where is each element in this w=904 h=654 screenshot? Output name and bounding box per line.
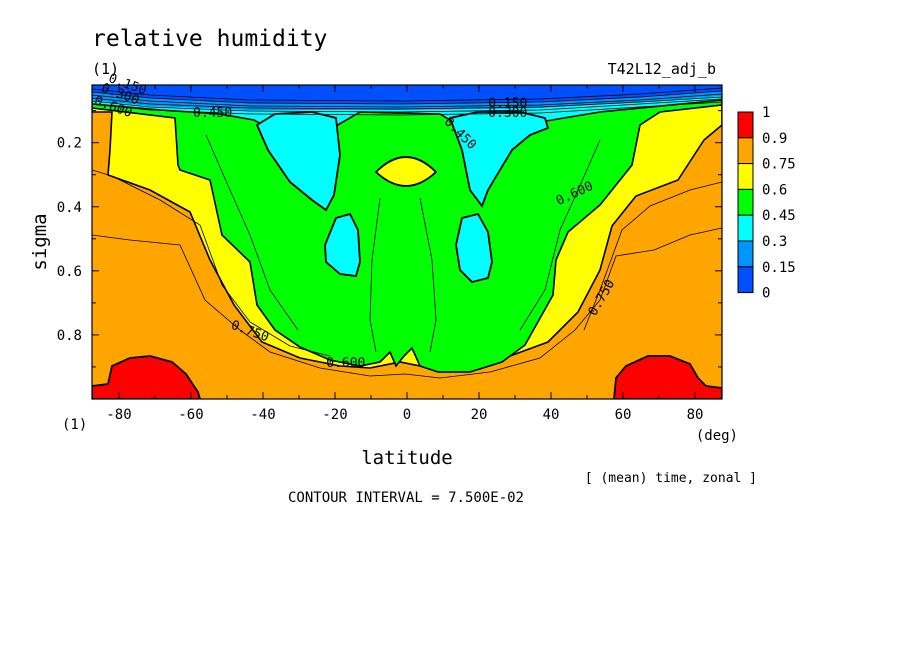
y-axis: 0.2 0.4 0.6 0.8 (57, 110, 722, 400)
colorbar-swatch (737, 240, 754, 268)
colorbar-label: 0 (762, 286, 770, 302)
x-tick-label: -80 (106, 407, 131, 423)
x-tick-label: -20 (322, 407, 347, 423)
band-green (92, 85, 722, 373)
band-red-left (92, 355, 201, 399)
band-blue-dark (92, 85, 722, 104)
y-tick-label: 0.8 (57, 328, 82, 344)
x-axis-label: latitude (361, 447, 453, 469)
y-axis-unit: (1) (62, 417, 87, 433)
band-yellow-core (374, 156, 438, 187)
chart-title: relative humidity (92, 26, 327, 52)
stat-note: [ (mean) time, zonal ] (585, 471, 757, 486)
contour-label: 0.450 (193, 106, 232, 121)
x-axis-unit: (deg) (696, 428, 738, 444)
y-tick-label: 0.2 (57, 136, 82, 152)
contour-interval: CONTOUR INTERVAL = 7.500E-02 (288, 490, 524, 506)
band-cyan-lobe-right (455, 212, 493, 283)
colorbar-swatch (737, 266, 754, 294)
x-tick-label: 40 (543, 407, 560, 423)
x-tick-label: -60 (178, 407, 203, 423)
upper-contour-lines (92, 87, 722, 116)
colorbar: 1 0.9 0.75 0.6 0.45 0.3 0.15 0 (737, 105, 796, 302)
band-cyan-upper-right (448, 111, 550, 208)
run-id: T42L12_adj_b (608, 60, 716, 78)
y-tick-label: 0.6 (57, 264, 82, 280)
colorbar-swatch (737, 214, 754, 242)
contour-label: 0.150 (488, 96, 527, 111)
colorbar-label: 0.3 (762, 234, 787, 250)
band-red-right (613, 355, 722, 399)
colorbar-swatch (737, 163, 754, 190)
y-axis-label: sigma (29, 213, 51, 270)
y-tick-label: 0.4 (57, 200, 82, 216)
x-tick-label: -40 (250, 407, 275, 423)
x-tick-label: 80 (687, 407, 704, 423)
x-tick-label: 0 (403, 407, 411, 423)
contour-fill-layer (92, 85, 722, 399)
colorbar-swatch (737, 137, 754, 165)
contour-label: 0.300 (488, 106, 527, 121)
chart-units: (1) (92, 60, 119, 78)
x-tick-label: 20 (471, 407, 488, 423)
colorbar-label: 0.75 (762, 157, 796, 173)
colorbar-swatch (737, 111, 754, 139)
x-axis: -80 -60 -40 -20 0 20 40 60 80 (106, 85, 703, 423)
colorbar-label: 1 (762, 105, 770, 121)
colorbar-label: 0.45 (762, 208, 796, 224)
interior-contour-lines (92, 134, 722, 379)
band-cyan-upper-left (255, 111, 341, 212)
colorbar-label: 0.6 (762, 182, 787, 198)
x-tick-label: 60 (615, 407, 632, 423)
band-cyan-lobe-left (324, 212, 361, 277)
colorbar-label: 0.9 (762, 131, 787, 147)
colorbar-label: 0.15 (762, 260, 796, 276)
contour-label: 0.600 (326, 356, 365, 371)
colorbar-swatch (737, 188, 754, 216)
